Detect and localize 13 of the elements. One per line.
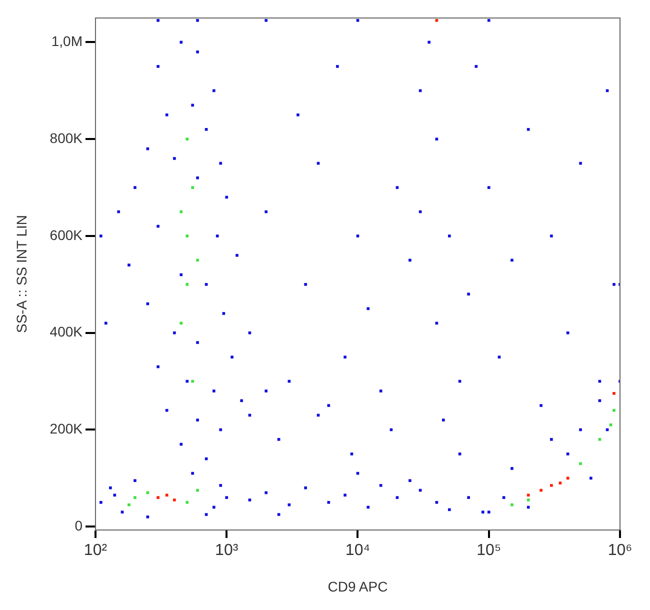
y-axis-title: SS-A :: SS INT LIN	[13, 214, 30, 334]
y-tick-label: 0	[74, 517, 83, 534]
x-tick-label: 10²	[84, 542, 108, 560]
y-tick-label: 600K	[50, 226, 84, 243]
y-tick-label: 400K	[50, 324, 84, 340]
x-axis-title: CD9 APC	[328, 578, 388, 594]
y-tick-label: 1,0M	[51, 33, 82, 50]
x-tick-label: 10³	[215, 542, 239, 560]
x-tick-label: 10⁵	[476, 542, 502, 560]
y-tick-label: 200K	[50, 420, 84, 437]
x-tick-label: 10⁴	[345, 542, 370, 560]
y-tick-label: 800K	[50, 130, 84, 146]
x-tick-label: 10⁶	[608, 542, 632, 560]
